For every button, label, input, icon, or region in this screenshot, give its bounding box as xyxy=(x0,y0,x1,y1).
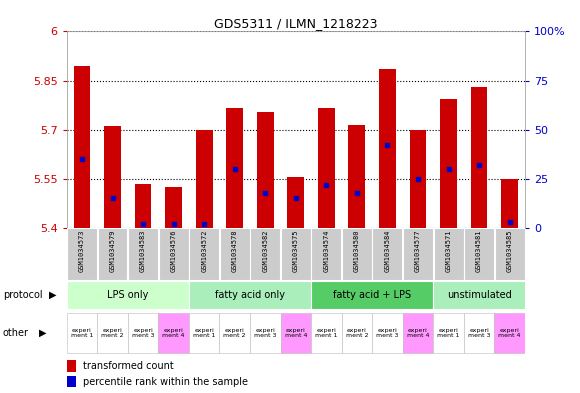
Bar xyxy=(226,108,243,228)
Bar xyxy=(403,228,433,281)
Bar xyxy=(464,228,494,281)
Bar xyxy=(372,313,403,353)
Bar xyxy=(159,228,188,281)
Bar xyxy=(494,313,525,353)
Text: experi
ment 3: experi ment 3 xyxy=(132,328,154,338)
Text: ▶: ▶ xyxy=(39,328,47,338)
Text: unstimulated: unstimulated xyxy=(447,290,512,300)
Bar xyxy=(189,313,219,353)
Text: GSM1034574: GSM1034574 xyxy=(323,230,329,272)
Bar xyxy=(135,184,151,228)
Text: GSM1034583: GSM1034583 xyxy=(140,230,146,272)
Bar xyxy=(434,228,463,281)
Bar xyxy=(464,313,494,353)
Bar xyxy=(158,313,189,353)
Bar xyxy=(440,99,457,228)
Bar xyxy=(97,313,128,353)
Text: experi
ment 2: experi ment 2 xyxy=(102,328,124,338)
Text: fatty acid + LPS: fatty acid + LPS xyxy=(333,290,411,300)
Bar xyxy=(67,228,97,281)
Bar xyxy=(311,281,433,309)
Text: GSM1034584: GSM1034584 xyxy=(385,230,390,272)
Text: fatty acid only: fatty acid only xyxy=(215,290,285,300)
Bar xyxy=(67,360,77,372)
Text: experi
ment 3: experi ment 3 xyxy=(254,328,277,338)
Text: ▶: ▶ xyxy=(49,290,57,300)
Text: GSM1034580: GSM1034580 xyxy=(354,230,360,272)
Title: GDS5311 / ILMN_1218223: GDS5311 / ILMN_1218223 xyxy=(214,17,378,30)
Text: GSM1034577: GSM1034577 xyxy=(415,230,421,272)
Text: GSM1034575: GSM1034575 xyxy=(293,230,299,272)
Text: percentile rank within the sample: percentile rank within the sample xyxy=(83,376,248,387)
Bar xyxy=(196,130,212,228)
Bar xyxy=(433,281,525,309)
Bar xyxy=(433,313,464,353)
Bar xyxy=(372,228,403,281)
Bar xyxy=(379,69,396,228)
Bar xyxy=(128,228,158,281)
Text: GSM1034582: GSM1034582 xyxy=(262,230,269,272)
Text: transformed count: transformed count xyxy=(83,361,173,371)
Text: experi
ment 3: experi ment 3 xyxy=(468,328,490,338)
Bar xyxy=(220,228,249,281)
Text: GSM1034581: GSM1034581 xyxy=(476,230,482,272)
Bar xyxy=(128,313,158,353)
Bar xyxy=(67,313,97,353)
Text: experi
ment 1: experi ment 1 xyxy=(71,328,93,338)
Bar xyxy=(67,281,189,309)
Text: experi
ment 2: experi ment 2 xyxy=(223,328,246,338)
Bar xyxy=(189,228,219,281)
Bar xyxy=(311,313,342,353)
Text: GSM1034579: GSM1034579 xyxy=(110,230,115,272)
Text: experi
ment 4: experi ment 4 xyxy=(162,328,185,338)
Bar xyxy=(189,281,311,309)
Text: GSM1034573: GSM1034573 xyxy=(79,230,85,272)
Text: protocol: protocol xyxy=(3,290,42,300)
Bar xyxy=(288,177,304,228)
Text: GSM1034571: GSM1034571 xyxy=(445,230,452,272)
Text: other: other xyxy=(3,328,29,338)
Bar xyxy=(104,127,121,228)
Bar xyxy=(501,179,518,228)
Bar xyxy=(409,130,426,228)
Bar xyxy=(74,66,90,228)
Bar xyxy=(495,228,524,281)
Text: experi
ment 4: experi ment 4 xyxy=(285,328,307,338)
Text: GSM1034572: GSM1034572 xyxy=(201,230,207,272)
Bar xyxy=(257,112,274,228)
Text: LPS only: LPS only xyxy=(107,290,148,300)
Text: GSM1034585: GSM1034585 xyxy=(506,230,513,272)
Bar xyxy=(342,313,372,353)
Text: experi
ment 4: experi ment 4 xyxy=(407,328,429,338)
Bar xyxy=(281,313,311,353)
Text: experi
ment 1: experi ment 1 xyxy=(193,328,215,338)
Bar xyxy=(97,228,128,281)
Bar xyxy=(67,376,77,387)
Text: experi
ment 3: experi ment 3 xyxy=(376,328,398,338)
Bar xyxy=(219,313,250,353)
Bar xyxy=(281,228,311,281)
Bar xyxy=(403,313,433,353)
Text: GSM1034578: GSM1034578 xyxy=(231,230,238,272)
Bar xyxy=(342,228,372,281)
Text: GSM1034576: GSM1034576 xyxy=(171,230,177,272)
Text: experi
ment 1: experi ment 1 xyxy=(315,328,338,338)
Bar xyxy=(251,228,280,281)
Bar xyxy=(471,87,487,228)
Text: experi
ment 1: experi ment 1 xyxy=(437,328,460,338)
Bar xyxy=(318,108,335,228)
Bar xyxy=(349,125,365,228)
Bar xyxy=(250,313,281,353)
Text: experi
ment 2: experi ment 2 xyxy=(346,328,368,338)
Bar xyxy=(165,187,182,228)
Bar xyxy=(311,228,341,281)
Text: experi
ment 4: experi ment 4 xyxy=(498,328,521,338)
